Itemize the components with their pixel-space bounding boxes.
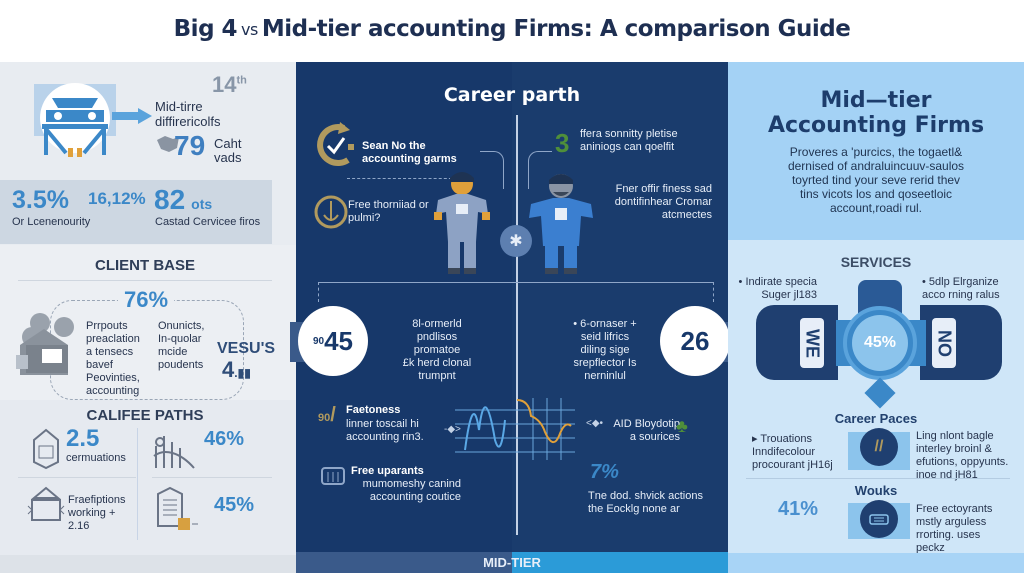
emblem-icon	[314, 195, 348, 229]
client-base-heading: CLIENT BASE	[94, 257, 195, 274]
wouks-right: Free ectoyrants mstly arguless rrorting. u…	[916, 503, 993, 554]
career-paces-left: ▸ Trouations Inndifecolour procourant jH16…	[752, 433, 833, 471]
center-right-number: 3	[555, 128, 570, 158]
title-part1: Big 4	[173, 16, 238, 42]
stat-band-value-2: 16,12%	[88, 189, 146, 208]
title-part2: Mid-tier accounting Firms: A comparison …	[261, 16, 851, 42]
career-value-4: 45%	[214, 494, 255, 516]
divider	[746, 478, 1010, 479]
lower-left-title-1: Faetoness	[346, 404, 401, 416]
services-left-note: • Indirate specia Suger jl183	[738, 276, 817, 301]
green-figure-icon: ♣	[676, 416, 688, 436]
career-path-heading: Career parth	[443, 84, 581, 106]
document-money-icon	[156, 486, 198, 532]
lower-right-value: 7%	[590, 461, 619, 483]
divider	[152, 477, 272, 478]
badge-right: 26	[664, 310, 726, 372]
stats-band	[0, 180, 272, 244]
right-description: Proveres a 'purcics, the togaetl& dernise…	[787, 145, 965, 215]
career-paces-right: Ling nlont bagle interley broinl & efution…	[916, 430, 1009, 481]
career-value-2: 46%	[204, 428, 245, 450]
career-paces-heading: Career Paces	[834, 411, 918, 426]
worker-chart-icon	[150, 428, 198, 470]
divider	[18, 477, 136, 478]
lower-right-text-1: AID Bloydotip a sourices	[613, 418, 680, 443]
footer-bar-left	[296, 552, 512, 573]
house-gears-icon	[12, 305, 82, 375]
center-axis-line	[516, 115, 518, 535]
career-label-3: Fraefiptions working + 2.16	[68, 494, 126, 532]
character-big4-icon	[432, 170, 492, 275]
chart-graphic	[455, 380, 585, 480]
star-icon: ✱	[500, 225, 532, 257]
right-header-section	[728, 62, 1024, 240]
map-icon	[155, 134, 181, 154]
stat-band-value-1: 3.5%	[12, 186, 69, 214]
wouks-heading: Wouks	[854, 483, 898, 498]
title-vs: vs	[241, 19, 258, 39]
services-hub: 45%	[843, 306, 917, 380]
career-label-1: cermuations	[66, 452, 126, 464]
center-mid-right-text: • 6-ornaser + seid lifrics diling sige srep…	[573, 318, 637, 382]
arrow-right-icon	[112, 108, 152, 124]
refresh-check-icon	[314, 122, 356, 168]
center-left-item-1: Sean No the accounting garms	[362, 140, 457, 165]
versus-label: VESU'S	[217, 340, 276, 357]
stat-label: Caht vads	[214, 136, 242, 165]
register-icon	[320, 462, 348, 486]
divider-vertical	[137, 428, 138, 540]
check-chart-icon: //	[860, 428, 898, 466]
dashed-divider	[347, 178, 457, 179]
page-title: Big 4 vs Mid-tier accounting Firms: A co…	[0, 0, 1024, 58]
lower-left-text-2: mumomeshy canind accounting coutice	[362, 478, 461, 503]
connector-bracket	[318, 282, 714, 302]
lower-right-text-2: Tne dod. shvick actions the Eocklg none …	[588, 490, 703, 515]
arrow-connector-icon: -◆>	[444, 424, 461, 435]
client-percent: 76%	[118, 287, 175, 313]
percent-slash-icon: 90/	[318, 404, 336, 426]
services-left-block	[756, 305, 838, 380]
right-footer-band	[728, 553, 1024, 573]
lower-left-title-2: Free uparants	[351, 465, 424, 477]
right-heading: Mid—tier Accounting Firms	[767, 88, 985, 138]
client-col2: Onunicts, In-quolar mcide poudents	[158, 320, 205, 371]
bank-badge-icon	[26, 486, 66, 528]
services-right-label: NO	[932, 318, 956, 368]
badge-left: 90 45	[302, 310, 364, 372]
divider	[18, 280, 272, 281]
client-col1: Prrpouts preaclation a tensecs bavef Peovint…	[86, 320, 140, 397]
printer-icon	[860, 500, 898, 538]
character-midtier-icon	[525, 170, 597, 275]
career-paths-heading: CALIFEE PATHS	[86, 407, 204, 424]
services-left-label: WE	[800, 318, 824, 368]
services-value: 45%	[852, 315, 908, 371]
office-building-icon	[32, 78, 118, 158]
wouks-value: 41%	[778, 498, 819, 520]
connector-line	[528, 151, 552, 189]
stat-band-label-3: Castad Cervicee firos	[155, 216, 261, 228]
center-right-item-1: ffera sonnitty pletise aniniogs can qoel…	[580, 128, 678, 153]
services-right-note: • 5dlp Elrganize acco rning ralus	[922, 276, 1000, 301]
center-right-item-2: Fner offir finess sad dontifinhear Croma…	[614, 183, 712, 221]
stat-band-label-1: Or Lcenenourity	[12, 216, 91, 228]
career-value-1: 2.5	[66, 425, 100, 452]
footer-label: MID-TIER	[483, 555, 541, 570]
connector-line	[480, 151, 504, 189]
stat-band-value-3: 82 ots	[154, 184, 213, 215]
center-mid-left-text: 8l-ormerld pndlisos promatoe £k herd clonal…	[402, 318, 472, 382]
center-left-item-2: Free thorniiad or pulmi?	[348, 199, 429, 224]
services-heading: SERVICES	[840, 254, 912, 270]
stat-value: 79	[174, 130, 206, 161]
footer-bar-right	[512, 552, 728, 573]
rank-label: Mid-tirre diffirericolfs	[155, 99, 221, 129]
rank-value: 14th	[212, 72, 247, 97]
lower-left-text-1: linner toscail hi accounting rin3.	[346, 418, 424, 443]
bank-shield-icon	[32, 428, 60, 470]
center-panel-right-half	[512, 62, 728, 552]
arrow-connector-icon: <◆•	[586, 418, 604, 429]
left-footer-band	[0, 555, 300, 573]
versus-value: 4.▮▮	[222, 357, 251, 382]
